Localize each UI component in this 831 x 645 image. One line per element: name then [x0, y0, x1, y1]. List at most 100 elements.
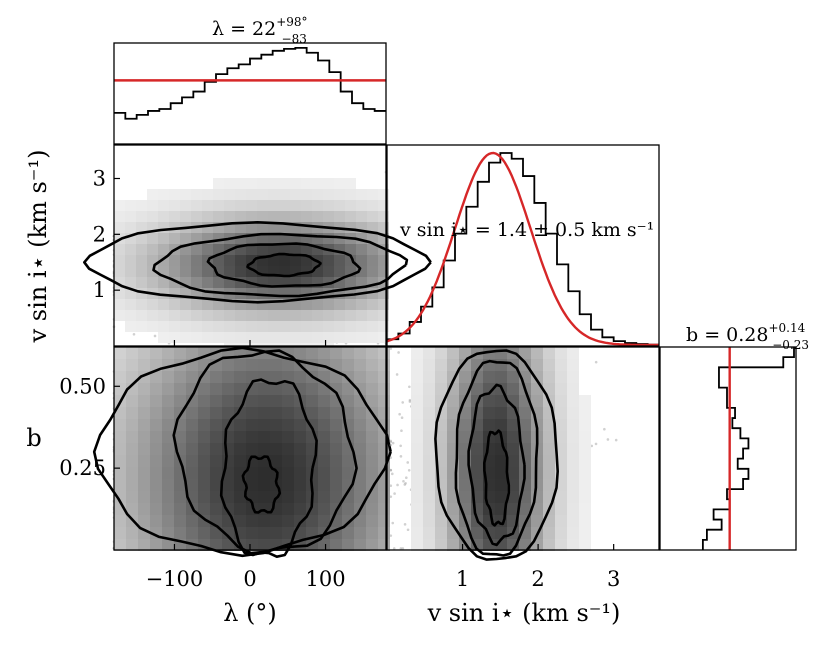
sample-point	[396, 483, 399, 487]
density-cell	[224, 310, 235, 321]
density-cell	[162, 407, 174, 419]
density-cell	[270, 407, 282, 419]
density-cell	[162, 479, 174, 491]
density-cell	[318, 395, 330, 407]
density-cell	[224, 222, 235, 233]
density-cell	[378, 332, 389, 343]
sample-point	[408, 398, 412, 402]
density-cell	[294, 455, 306, 467]
density-cell	[222, 359, 234, 371]
vsini-tick-label: 1	[93, 278, 106, 302]
density-cell	[174, 527, 186, 539]
density-cell	[367, 310, 378, 321]
density-cell	[318, 407, 330, 419]
density-cell	[366, 515, 378, 527]
density-cell	[126, 419, 138, 431]
sample-point	[603, 427, 606, 431]
density-cell	[258, 359, 270, 371]
density-cell	[257, 310, 268, 321]
density-cell	[246, 299, 257, 310]
density-cell	[334, 277, 345, 288]
density-cell	[125, 244, 136, 255]
density-cell	[378, 491, 390, 503]
density-cell	[114, 491, 126, 503]
density-cell	[268, 222, 279, 233]
density-cell	[334, 266, 345, 277]
density-cell	[323, 200, 334, 211]
density-cell	[191, 310, 202, 321]
density-cell	[290, 299, 301, 310]
density-cell	[114, 455, 126, 467]
density-cell	[268, 299, 279, 310]
density-cell	[282, 407, 294, 419]
density-cell	[246, 200, 257, 211]
density-cell	[366, 455, 378, 467]
density-cell	[198, 443, 210, 455]
density-cell	[246, 178, 257, 189]
density-cell	[312, 299, 323, 310]
density-cell	[246, 255, 257, 266]
density-cell	[270, 455, 282, 467]
density-cell	[342, 347, 354, 359]
density-cell	[136, 288, 147, 299]
density-cell	[138, 443, 150, 455]
density-cell	[198, 479, 210, 491]
density-cell	[125, 299, 136, 310]
density-cell	[235, 255, 246, 266]
density-cell	[294, 419, 306, 431]
density-cell	[125, 277, 136, 288]
density-cell	[330, 467, 342, 479]
density-cell	[114, 479, 126, 491]
density-cell	[330, 491, 342, 503]
density-cell	[257, 233, 268, 244]
density-cell	[114, 255, 125, 266]
density-cell	[198, 527, 210, 539]
density-cell	[246, 407, 258, 419]
density-cell	[191, 211, 202, 222]
density-cell	[345, 211, 356, 222]
density-cell	[366, 527, 378, 539]
density-cell	[366, 359, 378, 371]
density-cell	[158, 299, 169, 310]
density-cell	[222, 455, 234, 467]
density-cell	[126, 455, 138, 467]
density-cell	[174, 515, 186, 527]
density-cell	[354, 431, 366, 443]
sample-point	[614, 438, 618, 442]
density-cell	[138, 395, 150, 407]
density-cell	[158, 277, 169, 288]
contour-3sigma	[152, 232, 409, 298]
density-cell	[356, 211, 367, 222]
density-cell	[318, 443, 330, 455]
density-cell	[318, 455, 330, 467]
density-cell	[294, 467, 306, 479]
density-cell	[224, 266, 235, 277]
density-cell	[147, 321, 158, 332]
density-cell	[367, 288, 378, 299]
density-cell	[224, 211, 235, 222]
density-cell	[268, 178, 279, 189]
density-cell	[150, 539, 162, 551]
density-cell	[270, 443, 282, 455]
density-cell	[246, 527, 258, 539]
density-cell	[258, 479, 270, 491]
density-cell	[270, 371, 282, 383]
density-cell	[174, 347, 186, 359]
density-cell	[235, 211, 246, 222]
density-cell	[147, 266, 158, 277]
density-cell	[126, 371, 138, 383]
density-cell	[246, 233, 257, 244]
density-cell	[323, 332, 334, 343]
density-cell	[186, 371, 198, 383]
density-cell	[114, 467, 126, 479]
density-cell	[224, 189, 235, 200]
sample-point	[393, 492, 396, 495]
density-cell	[202, 222, 213, 233]
density-cell	[202, 189, 213, 200]
density-cell	[138, 407, 150, 419]
density-cell	[198, 407, 210, 419]
density-cell	[213, 277, 224, 288]
density-cell	[323, 255, 334, 266]
density-cell	[136, 310, 147, 321]
contour-2sigma	[206, 242, 362, 288]
